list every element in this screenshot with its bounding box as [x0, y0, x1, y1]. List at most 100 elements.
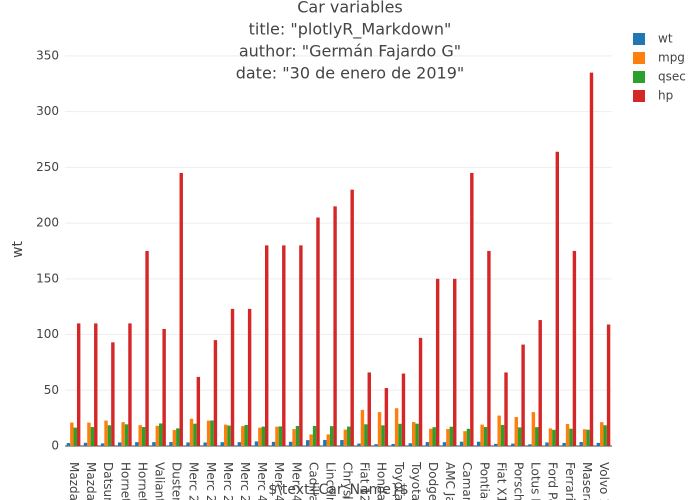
bar	[425, 442, 430, 446]
bar	[306, 440, 310, 446]
x-tick-label: Toyota Corolla	[392, 461, 406, 500]
bar	[415, 423, 419, 446]
bar	[169, 442, 173, 446]
bar	[104, 420, 108, 446]
x-tick-label: Merc 280C	[238, 462, 252, 500]
bar	[394, 408, 399, 446]
x-tick-label: Mazda RX4	[67, 462, 81, 500]
x-tick-label: Merc 230	[204, 462, 218, 500]
x-tick-label: Merc 450SLC	[289, 462, 303, 500]
bar	[374, 444, 378, 446]
bar	[381, 425, 385, 446]
bar	[446, 429, 450, 446]
bar	[206, 420, 211, 446]
bar	[247, 308, 252, 446]
bar	[600, 422, 604, 446]
bar	[70, 422, 74, 446]
bar	[254, 441, 259, 446]
bar	[589, 72, 594, 446]
bar	[100, 443, 105, 446]
bar	[497, 415, 501, 446]
bar	[210, 420, 214, 446]
bar	[145, 250, 149, 446]
bar	[316, 217, 320, 446]
bar	[241, 426, 245, 446]
bar	[511, 443, 515, 446]
bar	[288, 441, 293, 446]
bar	[159, 423, 163, 446]
bar	[582, 429, 587, 446]
bar	[203, 442, 207, 446]
bar	[531, 412, 536, 446]
bar	[586, 429, 590, 446]
bar	[258, 427, 262, 446]
x-tick-label: Honda Civic	[375, 462, 389, 500]
x-tick-label: Merc 450SE	[255, 462, 269, 500]
bar	[299, 245, 303, 446]
bar	[466, 428, 471, 446]
bar	[141, 427, 146, 446]
x-tick-label: Merc 280	[221, 462, 235, 500]
bar	[230, 308, 235, 446]
bar	[237, 442, 242, 446]
bar	[83, 442, 88, 446]
bar	[538, 320, 542, 446]
bar	[596, 442, 601, 446]
bar	[459, 441, 464, 446]
bar	[196, 376, 201, 446]
bar	[244, 424, 248, 446]
bar	[412, 422, 416, 446]
bar	[152, 442, 156, 446]
legend-label: wt	[658, 32, 673, 46]
x-axis-label: $\text{Car_Name}$	[268, 482, 408, 498]
bar	[73, 427, 77, 446]
bar	[278, 426, 283, 446]
y-tick-label: 100	[36, 327, 59, 341]
bar	[326, 434, 330, 446]
x-tick-label: Cadillac Fleetwood	[306, 462, 320, 500]
y-tick-label: 300	[36, 104, 59, 118]
bar	[401, 373, 406, 446]
x-tick-label: Chrysler Imperial	[341, 462, 355, 500]
bar	[565, 424, 570, 446]
bar	[176, 428, 180, 446]
x-tick-label: Hornet 4 Drive	[118, 462, 132, 500]
y-tick-label: 50	[44, 383, 59, 397]
bar	[111, 342, 115, 446]
bar	[264, 245, 269, 446]
legend-swatch	[633, 71, 645, 83]
chart-title: date: "30 de enero de 2019"	[236, 64, 465, 83]
x-tick-label: Mazda RX4 Wag	[84, 462, 98, 500]
x-tick-label: Pontiac Firebird	[477, 462, 491, 500]
x-tick-label: Fiat X1-9	[494, 462, 508, 500]
bar	[391, 443, 395, 446]
x-tick-label: Lincoln Continental	[323, 462, 337, 500]
bar	[463, 431, 467, 446]
bar	[579, 442, 583, 446]
bar	[562, 442, 566, 446]
y-tick-label: 200	[36, 216, 59, 230]
bar	[179, 172, 183, 446]
y-tick-label: 0	[51, 439, 59, 453]
bar	[282, 245, 286, 446]
bar	[121, 422, 125, 446]
bar	[66, 443, 71, 446]
bar	[603, 425, 607, 446]
legend-label: qsec	[658, 70, 686, 84]
x-tick-label: Datsun 710	[101, 462, 115, 500]
bar	[329, 426, 334, 446]
bar	[398, 423, 402, 446]
y-tick-label: 350	[36, 48, 59, 62]
x-tick-label: Toyota Corona	[409, 461, 423, 500]
bar	[442, 442, 447, 446]
chart-title: Car variables	[297, 0, 403, 17]
bar	[227, 425, 231, 446]
bar	[470, 172, 474, 446]
bar	[480, 424, 484, 446]
bar	[350, 189, 354, 446]
bar	[292, 429, 296, 446]
chart-title: author: "Germán Fajardo G"	[239, 42, 461, 61]
bar	[364, 424, 368, 446]
bar	[261, 426, 265, 446]
bar	[606, 324, 611, 446]
